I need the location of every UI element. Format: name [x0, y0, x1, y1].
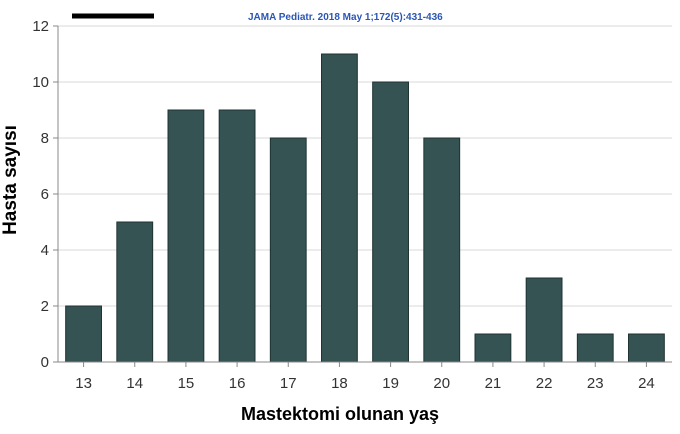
bar-15 [167, 109, 205, 363]
x-tick-label: 14 [126, 375, 143, 392]
bars [65, 53, 665, 363]
bar-16 [218, 109, 256, 363]
bar-17 [269, 137, 307, 363]
y-tick-label: 4 [41, 242, 49, 259]
x-tick-labels: 13 14 15 16 17 18 19 20 21 22 23 24 [75, 362, 655, 392]
bar-22 [525, 277, 563, 363]
bar-21 [474, 333, 512, 363]
source-note: JAMA Pediatr. 2018 May 1;172(5):431-436 [248, 12, 443, 23]
x-tick-label: 19 [382, 375, 399, 392]
y-axis-label: Hasta sayısı [0, 125, 21, 235]
y-tick-label: 0 [41, 354, 49, 371]
bar-13 [65, 305, 102, 363]
x-tick-label: 23 [587, 375, 604, 392]
x-tick-label: 20 [433, 375, 450, 392]
y-tick-label: 6 [41, 186, 49, 203]
x-tick-label: 13 [75, 375, 92, 392]
x-tick-label: 18 [331, 375, 348, 392]
x-tick-label: 16 [229, 375, 246, 392]
y-tick-label: 2 [41, 298, 49, 315]
bar-24 [628, 333, 665, 363]
y-tick-label: 8 [41, 130, 49, 147]
bar-18 [321, 53, 358, 363]
x-axis-label: Mastektomi olunan yaş [241, 404, 439, 424]
bar-20 [423, 137, 461, 363]
x-tick-label: 24 [638, 375, 655, 392]
bar-23 [576, 333, 614, 363]
y-tick-label: 12 [32, 18, 49, 35]
x-tick-label: 22 [536, 375, 553, 392]
bar-19 [372, 81, 409, 363]
x-tick-label: 21 [485, 375, 502, 392]
y-tick-labels: 0 2 4 6 8 10 12 [32, 18, 58, 371]
gridlines [58, 25, 672, 307]
y-tick-label: 10 [32, 74, 49, 91]
x-tick-label: 17 [280, 375, 297, 392]
bar-14 [116, 221, 154, 363]
x-tick-label: 15 [178, 375, 195, 392]
